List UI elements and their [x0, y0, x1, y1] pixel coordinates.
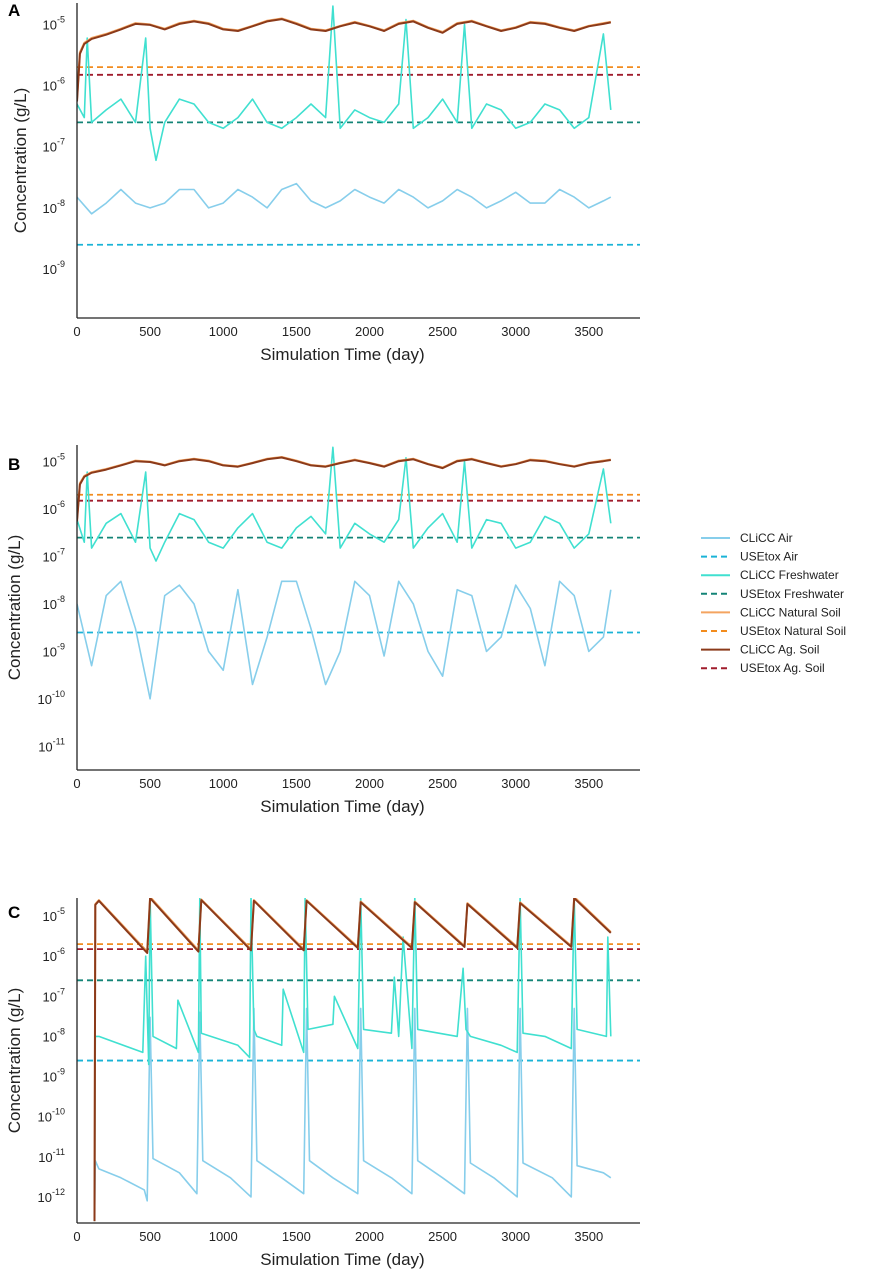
y-tick-label: 10-8 — [43, 594, 65, 612]
x-tick-label: 2500 — [428, 324, 457, 339]
x-tick-label: 3000 — [501, 776, 530, 791]
legend-item-usetox-freshwater: USEtox Freshwater — [701, 587, 844, 601]
x-tick-label: 2500 — [428, 776, 457, 791]
x-tick-label: 0 — [73, 324, 80, 339]
series-clicc-air — [77, 580, 612, 700]
x-axis-title: Simulation Time (day) — [260, 797, 424, 816]
series-clicc-ag-soil — [93, 898, 612, 1222]
y-tick-label: 10-8 — [43, 1026, 65, 1044]
y-tick-label: 10-5 — [43, 14, 65, 32]
y-tick-label: 10-6 — [43, 76, 65, 94]
y-tick-label: 10-11 — [38, 736, 65, 754]
panel-label: B — [8, 455, 20, 474]
series-clicc-natural-soil — [77, 17, 611, 100]
x-tick-label: 1500 — [282, 324, 311, 339]
x-tick-label: 3000 — [501, 1229, 530, 1244]
series-clicc-ag-soil — [77, 456, 611, 522]
y-tick-label: 10-6 — [43, 946, 65, 964]
series-clicc-natural-soil — [77, 456, 611, 520]
series-clicc-freshwater — [77, 5, 612, 162]
x-tick-label: 1500 — [282, 776, 311, 791]
series-clicc-natural-soil — [93, 898, 612, 1222]
panel-label: C — [8, 903, 20, 922]
x-tick-label: 1000 — [209, 1229, 238, 1244]
legend-label: USEtox Freshwater — [740, 587, 844, 601]
legend: CLiCC Air USEtox Air CLiCC Freshwater USEto… — [701, 531, 846, 675]
legend-item-clicc-natural-soil: CLiCC Natural Soil — [701, 605, 841, 619]
x-tick-label: 500 — [139, 324, 161, 339]
y-tick-label: 10-10 — [38, 1107, 65, 1125]
x-tick-label: 3000 — [501, 324, 530, 339]
y-tick-label: 10-10 — [38, 689, 65, 707]
x-tick-label: 2000 — [355, 1229, 384, 1244]
legend-label: USEtox Natural Soil — [740, 624, 846, 638]
legend-item-usetox-natural-soil: USEtox Natural Soil — [701, 624, 846, 638]
x-tick-label: 3500 — [574, 324, 603, 339]
panel-a: A 0 500 1000 1500 2000 2500 3000 3500 10-5 10-6 10-… — [8, 1, 640, 364]
legend-label: CLiCC Air — [740, 531, 793, 545]
panel-label: A — [8, 1, 20, 20]
series-clicc-freshwater — [77, 446, 612, 562]
legend-item-usetox-ag-soil: USEtox Ag. Soil — [701, 661, 825, 675]
x-tick-label: 2500 — [428, 1229, 457, 1244]
y-tick-label: 10-9 — [43, 1067, 65, 1085]
y-axis-title: Concentration (g/L) — [5, 535, 24, 681]
legend-item-usetox-air: USEtox Air — [701, 550, 798, 564]
series-clicc-air — [77, 182, 612, 215]
series-clicc-ag-soil — [77, 18, 611, 102]
legend-label: USEtox Ag. Soil — [740, 661, 825, 675]
panel-b: B 0 500 1000 1500 2000 2500 3000 3500 10-5 10-6 10-… — [5, 445, 640, 816]
x-axis-title: Simulation Time (day) — [260, 345, 424, 364]
y-tick-label: 10-9 — [43, 259, 65, 277]
x-tick-label: 1500 — [282, 1229, 311, 1244]
y-tick-label: 10-8 — [43, 198, 65, 216]
x-tick-label: 2000 — [355, 324, 384, 339]
legend-label: CLiCC Freshwater — [740, 568, 839, 582]
x-tick-label: 1000 — [209, 776, 238, 791]
y-tick-label: 10-9 — [43, 641, 65, 659]
panel-c: C 0 500 1000 1500 2000 2500 3000 3500 10-5 10-6 10-… — [5, 898, 640, 1269]
x-tick-label: 500 — [139, 776, 161, 791]
y-tick-label: 10-7 — [43, 546, 65, 564]
legend-item-clicc-ag-soil: CLiCC Ag. Soil — [701, 643, 819, 657]
x-tick-label: 3500 — [574, 776, 603, 791]
y-tick-label: 10-7 — [43, 986, 65, 1004]
legend-label: CLiCC Natural Soil — [740, 605, 841, 619]
legend-label: USEtox Air — [740, 550, 798, 564]
y-tick-label: 10-5 — [43, 906, 65, 924]
y-tick-label: 10-7 — [43, 137, 65, 155]
y-tick-label: 10-11 — [38, 1147, 65, 1165]
y-tick-label: 10-5 — [43, 452, 65, 470]
y-tick-label: 10-6 — [43, 499, 65, 517]
x-tick-label: 2000 — [355, 776, 384, 791]
x-tick-label: 3500 — [574, 1229, 603, 1244]
x-tick-label: 500 — [139, 1229, 161, 1244]
y-tick-label: 10-12 — [38, 1187, 65, 1205]
x-tick-label: 1000 — [209, 324, 238, 339]
legend-item-clicc-air: CLiCC Air — [701, 531, 793, 545]
legend-item-clicc-freshwater: CLiCC Freshwater — [701, 568, 839, 582]
legend-label: CLiCC Ag. Soil — [740, 643, 819, 657]
x-tick-label: 0 — [73, 776, 80, 791]
y-axis-title: Concentration (g/L) — [5, 988, 24, 1134]
x-tick-label: 0 — [73, 1229, 80, 1244]
series-clicc-freshwater — [93, 898, 612, 1222]
x-axis-title: Simulation Time (day) — [260, 1250, 424, 1269]
y-axis-title: Concentration (g/L) — [11, 88, 30, 234]
series-clicc-air — [93, 1007, 612, 1222]
